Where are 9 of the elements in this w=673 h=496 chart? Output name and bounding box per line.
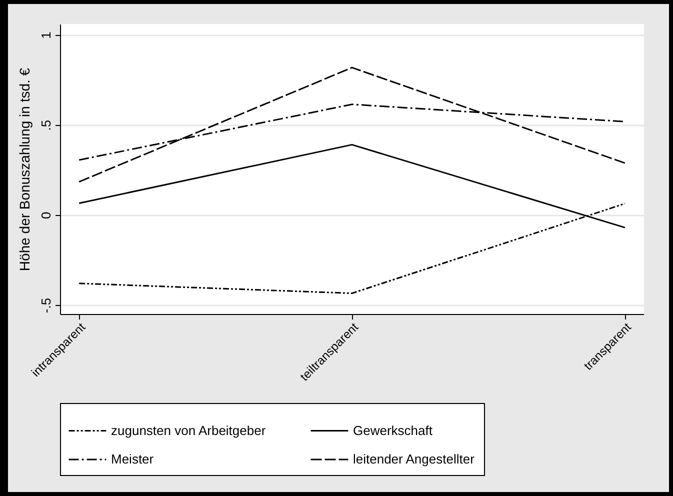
y-axis-title: Höhe der Bonuszahlung in tsd. € bbox=[16, 68, 32, 272]
y-tick-label: -.5 bbox=[38, 298, 54, 314]
legend-label: Gewerkschaft bbox=[353, 422, 433, 438]
legend-label: zugunsten von Arbeitgeber bbox=[111, 422, 266, 438]
legend-label: leitender Angestellter bbox=[353, 452, 476, 466]
y-tick-label: .5 bbox=[38, 120, 54, 131]
y-tick-label: 0 bbox=[38, 212, 54, 220]
y-tick-label: 1 bbox=[38, 32, 54, 39]
legend-label: Meister bbox=[111, 452, 154, 466]
